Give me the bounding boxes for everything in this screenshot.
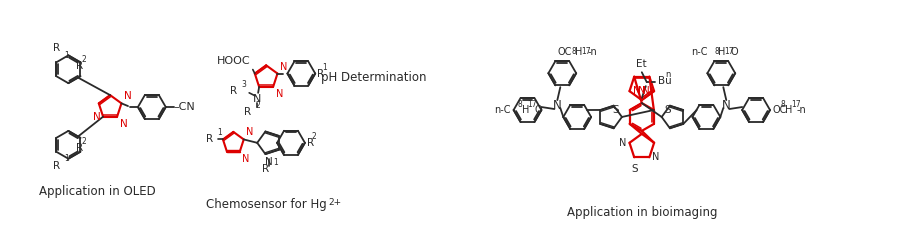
Text: pH Determination: pH Determination (320, 71, 427, 84)
Text: H: H (575, 47, 582, 57)
Text: OC: OC (557, 47, 572, 57)
Text: R: R (244, 107, 251, 117)
Text: 8: 8 (781, 100, 786, 109)
Text: Application in bioimaging: Application in bioimaging (567, 206, 717, 219)
Text: N: N (643, 86, 650, 96)
Text: N: N (253, 94, 261, 104)
Text: n-C: n-C (691, 47, 707, 57)
Text: N: N (242, 154, 249, 164)
Text: 8: 8 (715, 47, 719, 56)
Text: S: S (631, 164, 637, 174)
Text: 1: 1 (273, 158, 278, 167)
Text: HOOC: HOOC (217, 56, 251, 65)
Text: Application in OLED: Application in OLED (39, 185, 156, 198)
Text: R: R (76, 61, 84, 71)
Text: N: N (634, 86, 641, 96)
Text: 3: 3 (241, 80, 246, 89)
Text: n-C: n-C (494, 105, 510, 115)
Text: 1: 1 (217, 128, 221, 137)
Text: N: N (120, 119, 128, 129)
Text: 1: 1 (322, 63, 327, 72)
Text: R: R (53, 43, 60, 53)
Text: H: H (718, 47, 725, 57)
Text: Bu: Bu (658, 76, 671, 86)
Text: N: N (266, 157, 273, 167)
Text: N: N (124, 91, 132, 101)
Text: N: N (619, 138, 626, 148)
Text: 2: 2 (312, 132, 317, 141)
Text: N: N (722, 99, 731, 112)
Text: H: H (785, 105, 792, 115)
Text: R: R (53, 161, 60, 171)
Text: Et: Et (636, 59, 647, 69)
Text: 1: 1 (65, 51, 69, 60)
Text: S: S (613, 105, 619, 115)
Text: n: n (666, 70, 671, 79)
Text: R: R (262, 164, 269, 174)
Text: H: H (522, 105, 529, 115)
Text: R: R (76, 143, 84, 153)
Text: 17: 17 (527, 100, 537, 109)
Text: 17: 17 (724, 47, 733, 56)
Text: 17: 17 (581, 47, 590, 56)
Text: N: N (276, 89, 284, 99)
Text: N: N (553, 99, 562, 112)
Text: N: N (652, 152, 660, 162)
Text: –CN: –CN (174, 102, 195, 112)
Text: 8: 8 (518, 100, 522, 109)
Text: Chemosensor for Hg: Chemosensor for Hg (206, 198, 327, 211)
Text: O: O (535, 105, 542, 115)
Text: N: N (246, 127, 253, 137)
Text: 2: 2 (81, 55, 86, 64)
Text: 1: 1 (65, 154, 69, 163)
Text: -n: -n (796, 105, 806, 115)
Text: R: R (317, 69, 324, 79)
Text: 2: 2 (81, 137, 86, 146)
Text: R: R (307, 138, 314, 148)
Text: S: S (664, 105, 671, 115)
Text: R: R (230, 86, 238, 96)
Text: R: R (206, 134, 213, 144)
Text: N: N (638, 86, 645, 96)
Text: 2+: 2+ (328, 198, 342, 207)
Text: N: N (94, 112, 101, 122)
Text: OC: OC (773, 105, 788, 115)
Text: 2: 2 (256, 101, 260, 110)
Text: O: O (730, 47, 738, 57)
Text: N: N (281, 62, 288, 72)
Text: -n: -n (587, 47, 597, 57)
Text: 8: 8 (572, 47, 576, 56)
Text: 17: 17 (791, 100, 800, 109)
